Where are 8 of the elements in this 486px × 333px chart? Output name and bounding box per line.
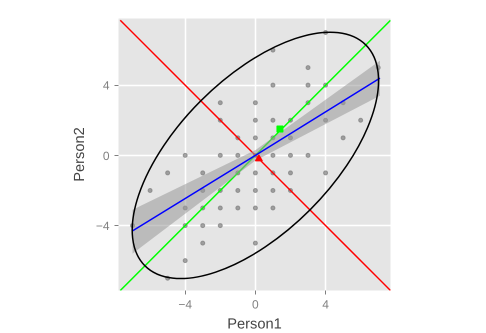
y-tick-label: 0 — [102, 148, 110, 163]
y-tick-label: −4 — [96, 219, 110, 234]
x-tick-label: 0 — [252, 298, 260, 312]
x-tick-label: −4 — [178, 298, 192, 312]
y-axis-title: Person2 — [72, 127, 88, 182]
y-tick-label: 4 — [102, 78, 110, 93]
x-tick-label: 4 — [322, 298, 330, 312]
x-axis-title: Person1 — [227, 316, 282, 332]
